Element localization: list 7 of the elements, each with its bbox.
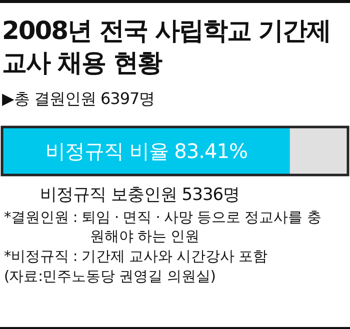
text: (자료:민주노동당 권영길 의원실) <box>4 268 216 287</box>
chart-subtitle: ▶총 결원인원 6397명 <box>2 89 155 110</box>
text: *결원인원 : 퇴임 · 면직 · 사망 등으로 정교사를 충원해야 하는 인원 <box>4 209 322 247</box>
text: *비정규직 : 기간제 교사와 시간강사 포함 <box>4 248 269 267</box>
chart-title: 2008년 전국 사립학교 기간제 교사 채용 현황 <box>2 15 332 79</box>
data-label: 비정규직 비율 83.41% <box>45 139 248 163</box>
text: 비정규직 보충인원 5336명 <box>40 184 240 206</box>
